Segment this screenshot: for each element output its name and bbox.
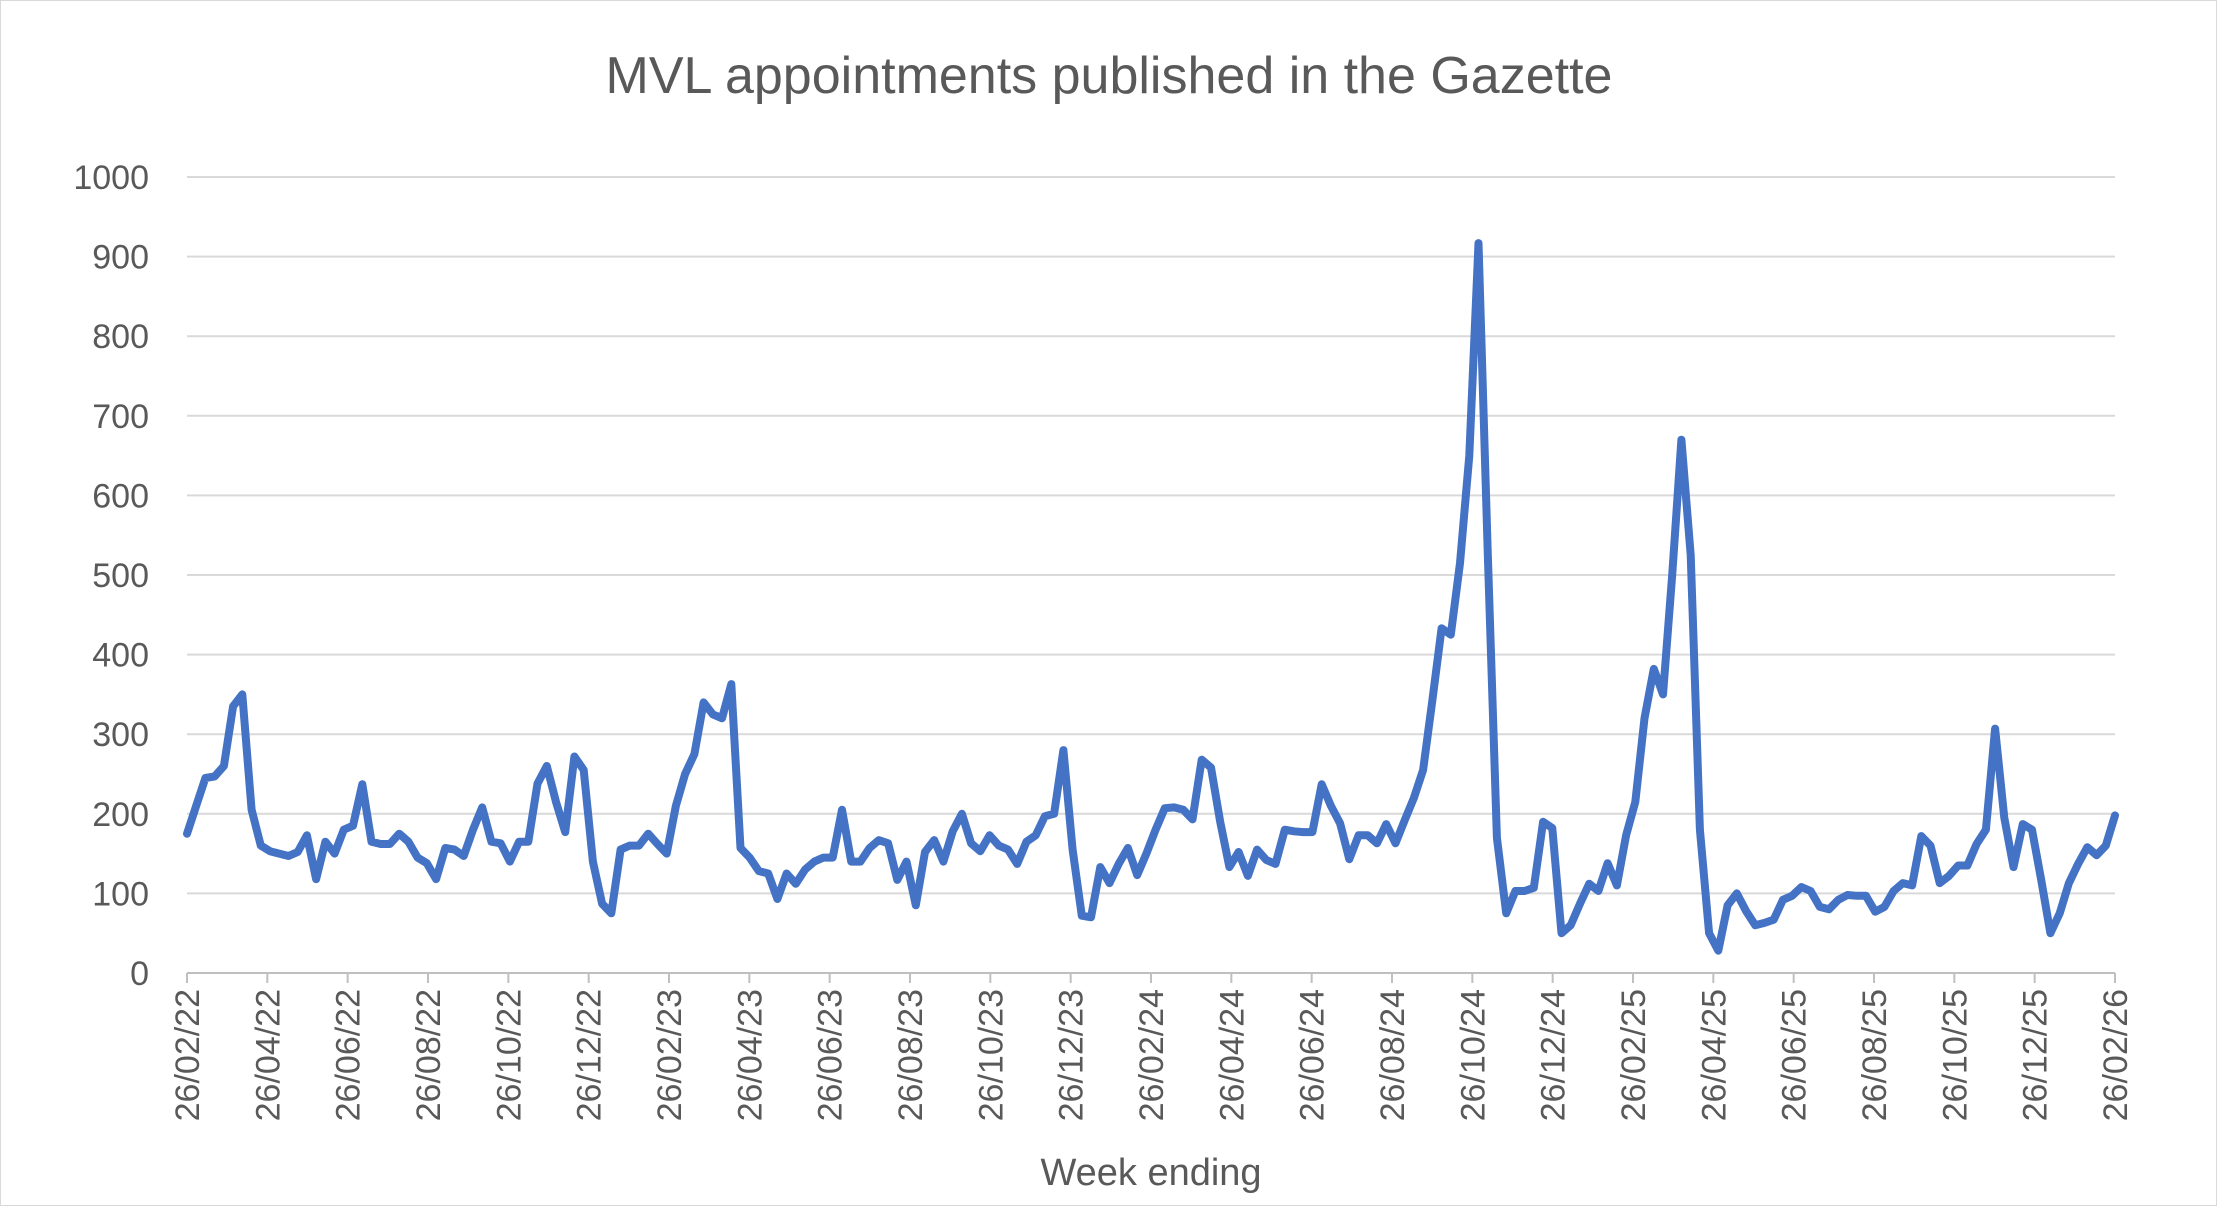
x-tick-label: 26/10/23 xyxy=(972,989,1010,1121)
x-tick-label: 26/04/25 xyxy=(1695,989,1733,1121)
x-axis-title: Week ending xyxy=(1040,1152,1261,1194)
y-tick-label: 800 xyxy=(92,318,149,356)
x-tick-label: 26/02/24 xyxy=(1133,989,1171,1121)
x-tick-label: 26/02/23 xyxy=(651,989,689,1121)
y-tick-label: 400 xyxy=(92,637,149,675)
series-line xyxy=(183,239,2119,955)
y-tick-label: 500 xyxy=(92,557,149,595)
y-tick-label: 1000 xyxy=(73,159,149,197)
chart-title: MVL appointments published in the Gazett… xyxy=(606,47,1613,105)
x-tick-label: 26/08/22 xyxy=(410,989,448,1121)
y-tick-label: 300 xyxy=(92,716,149,754)
x-tick-label: 26/08/24 xyxy=(1374,989,1412,1121)
x-tick-label: 26/06/25 xyxy=(1776,989,1814,1121)
y-tick-label: 600 xyxy=(92,477,149,515)
x-tick-label: 26/04/24 xyxy=(1213,989,1251,1121)
x-tick-label: 26/02/22 xyxy=(169,989,207,1121)
x-tick-label: 26/04/23 xyxy=(731,989,769,1121)
x-tick-label: 26/10/22 xyxy=(490,989,528,1121)
x-tick-label: 26/06/23 xyxy=(812,989,850,1121)
x-tick-label: 26/08/23 xyxy=(892,989,930,1121)
y-axis-ticks: 0 100 200 300 400 500 600 700 800 900 1000 xyxy=(73,159,149,993)
x-tick-label: 26/12/25 xyxy=(2017,989,2055,1121)
y-tick-label: 700 xyxy=(92,398,149,436)
x-tick-label: 26/06/22 xyxy=(330,989,368,1121)
x-tick-label: 26/12/24 xyxy=(1535,989,1573,1121)
x-tick-label: 26/12/23 xyxy=(1053,989,1091,1121)
x-axis-ticks: 26/02/22 26/04/22 26/06/22 26/08/22 26/10/22… xyxy=(169,973,2135,1121)
y-tick-label: 900 xyxy=(92,239,149,277)
x-tick-label: 26/02/26 xyxy=(2097,989,2135,1121)
x-tick-label: 26/06/24 xyxy=(1294,989,1332,1121)
gridlines xyxy=(187,176,2115,895)
y-tick-label: 100 xyxy=(92,875,149,913)
series-layer xyxy=(183,239,2119,955)
x-tick-label: 26/12/22 xyxy=(571,989,609,1121)
y-tick-label: 0 xyxy=(130,955,149,993)
x-tick-label: 26/02/25 xyxy=(1615,989,1653,1121)
x-tick-label: 26/08/25 xyxy=(1856,989,1894,1121)
x-tick-label: 26/10/25 xyxy=(1936,989,1974,1121)
x-tick-label: 26/10/24 xyxy=(1454,989,1492,1121)
x-tick-label: 26/04/22 xyxy=(249,989,287,1121)
y-tick-label: 200 xyxy=(92,796,149,834)
